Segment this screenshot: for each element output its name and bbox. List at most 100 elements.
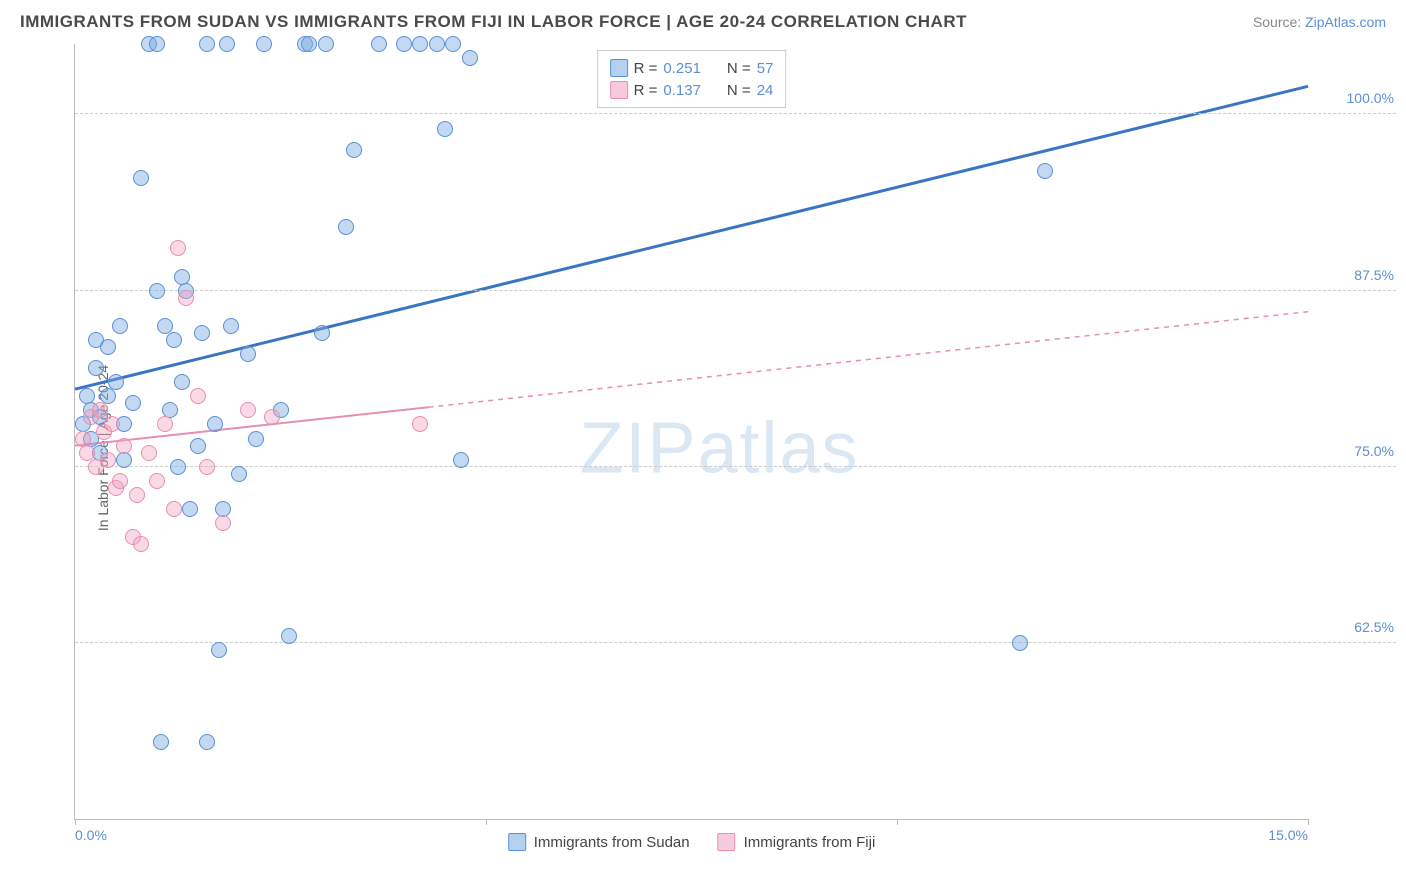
y-tick-label: 62.5% xyxy=(1354,619,1394,635)
data-point-fiji xyxy=(215,515,231,531)
legend-series-label: Immigrants from Fiji xyxy=(744,834,876,851)
plot-region: ZIPatlas R =0.251N =57R =0.137N =24 Immi… xyxy=(74,44,1308,820)
data-point-fiji xyxy=(157,416,173,432)
legend-series: Immigrants from Sudan Immigrants from Fij… xyxy=(508,833,876,851)
x-tick-mark xyxy=(1308,819,1309,825)
r-value: 0.137 xyxy=(663,82,701,99)
x-tick-mark xyxy=(486,819,487,825)
data-point-fiji xyxy=(112,473,128,489)
data-point-sudan xyxy=(445,36,461,52)
y-tick-label: 100.0% xyxy=(1347,90,1394,106)
legend-series-item: Immigrants from Sudan xyxy=(508,833,690,851)
source-link[interactable]: ZipAtlas.com xyxy=(1305,14,1386,30)
legend-swatch xyxy=(508,833,526,851)
n-value: 57 xyxy=(757,60,774,77)
y-tick-label: 75.0% xyxy=(1354,443,1394,459)
data-point-sudan xyxy=(301,36,317,52)
source-attribution: Source: ZipAtlas.com xyxy=(1253,14,1386,30)
data-point-fiji xyxy=(149,473,165,489)
gridline-h xyxy=(75,466,1396,467)
r-value: 0.251 xyxy=(663,60,701,77)
data-point-sudan xyxy=(240,346,256,362)
n-label: N = xyxy=(727,60,751,77)
data-point-fiji xyxy=(104,416,120,432)
legend-correlation-row: R = 0.251 N = 57 xyxy=(610,57,774,79)
data-point-sudan xyxy=(256,36,272,52)
data-point-sudan xyxy=(88,360,104,376)
data-point-sudan xyxy=(281,628,297,644)
data-point-sudan xyxy=(223,318,239,334)
data-point-sudan xyxy=(462,50,478,66)
data-point-sudan xyxy=(211,642,227,658)
data-point-fiji xyxy=(100,452,116,468)
data-point-sudan xyxy=(453,452,469,468)
data-point-sudan xyxy=(149,283,165,299)
legend-swatch xyxy=(610,81,628,99)
data-point-sudan xyxy=(199,734,215,750)
n-label: N = xyxy=(727,82,751,99)
data-point-fiji xyxy=(264,409,280,425)
x-tick-mark xyxy=(897,819,898,825)
legend-series-item: Immigrants from Fiji xyxy=(718,833,876,851)
data-point-fiji xyxy=(92,402,108,418)
chart-area: In Labor Force | Age 20-24 ZIPatlas R =0… xyxy=(50,44,1396,852)
n-value: 24 xyxy=(757,82,774,99)
y-tick-label: 87.5% xyxy=(1354,267,1394,283)
trend-line-fiji-extrapolated xyxy=(428,312,1308,407)
data-point-sudan xyxy=(112,318,128,334)
data-point-fiji xyxy=(199,459,215,475)
gridline-h xyxy=(75,642,1396,643)
data-point-fiji xyxy=(240,402,256,418)
data-point-sudan xyxy=(170,459,186,475)
data-point-fiji xyxy=(116,438,132,454)
r-label: R = xyxy=(634,60,658,77)
x-tick-label: 0.0% xyxy=(75,827,107,843)
data-point-fiji xyxy=(166,501,182,517)
data-point-fiji xyxy=(412,416,428,432)
data-point-sudan xyxy=(108,374,124,390)
gridline-h xyxy=(75,290,1396,291)
legend-series-label: Immigrants from Sudan xyxy=(534,834,690,851)
data-point-sudan xyxy=(174,374,190,390)
data-point-sudan xyxy=(116,452,132,468)
chart-title: IMMIGRANTS FROM SUDAN VS IMMIGRANTS FROM… xyxy=(20,12,967,32)
data-point-sudan xyxy=(231,466,247,482)
x-tick-label: 15.0% xyxy=(1268,827,1308,843)
data-point-fiji xyxy=(141,445,157,461)
data-point-sudan xyxy=(149,36,165,52)
data-point-sudan xyxy=(314,325,330,341)
legend-swatch xyxy=(610,59,628,77)
r-label: R = xyxy=(634,82,658,99)
data-point-sudan xyxy=(207,416,223,432)
data-point-sudan xyxy=(153,734,169,750)
legend-correlation: R = 0.251 N = 57 R = 0.137 N = 24 xyxy=(597,50,787,108)
legend-correlation-row: R = 0.137 N = 24 xyxy=(610,79,774,101)
data-point-sudan xyxy=(166,332,182,348)
data-point-sudan xyxy=(194,325,210,341)
data-point-sudan xyxy=(1037,163,1053,179)
data-point-fiji xyxy=(129,487,145,503)
chart-header: IMMIGRANTS FROM SUDAN VS IMMIGRANTS FROM… xyxy=(0,0,1406,40)
data-point-sudan xyxy=(318,36,334,52)
data-point-fiji xyxy=(178,290,194,306)
trend-line-sudan xyxy=(75,86,1308,389)
x-tick-mark xyxy=(75,819,76,825)
data-point-sudan xyxy=(125,395,141,411)
data-point-sudan xyxy=(429,36,445,52)
data-point-sudan xyxy=(371,36,387,52)
data-point-fiji xyxy=(170,240,186,256)
data-point-sudan xyxy=(346,142,362,158)
data-point-sudan xyxy=(338,219,354,235)
data-point-fiji xyxy=(133,536,149,552)
data-point-sudan xyxy=(133,170,149,186)
legend-swatch xyxy=(718,833,736,851)
data-point-sudan xyxy=(100,339,116,355)
data-point-sudan xyxy=(412,36,428,52)
gridline-h xyxy=(75,113,1396,114)
data-point-sudan xyxy=(190,438,206,454)
data-point-fiji xyxy=(190,388,206,404)
data-point-sudan xyxy=(182,501,198,517)
data-point-sudan xyxy=(396,36,412,52)
data-point-sudan xyxy=(1012,635,1028,651)
data-point-sudan xyxy=(437,121,453,137)
